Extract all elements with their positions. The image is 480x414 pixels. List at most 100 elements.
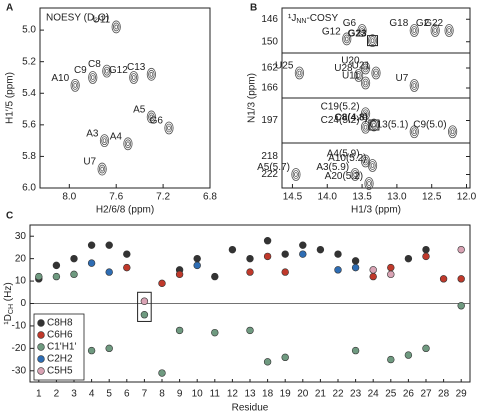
peak-contour [351, 170, 359, 179]
data-point [175, 326, 184, 335]
data-point [87, 346, 96, 355]
peak-contour [70, 78, 80, 92]
data-point [105, 268, 113, 276]
peak-contour [362, 122, 369, 132]
data-point [439, 275, 448, 283]
legend-marker [37, 355, 45, 363]
peak-contour [409, 79, 419, 92]
peak-contour [146, 67, 156, 81]
peak-contour [433, 28, 437, 33]
data-point [158, 279, 166, 288]
data-point [334, 250, 342, 258]
x-tick-label: 25 [385, 389, 397, 400]
data-point [140, 297, 149, 305]
peak-label: U11 [342, 71, 360, 82]
peak-contour [369, 161, 376, 170]
data-point [316, 245, 325, 254]
peak-label: U7 [83, 157, 96, 168]
peak-contour [362, 78, 369, 88]
x-tick-label: 23 [350, 389, 362, 400]
x-tick-label: 28 [438, 389, 450, 400]
peak-label: A5 [133, 105, 146, 116]
data-point [246, 254, 254, 263]
peak-contour [449, 127, 456, 137]
peak-contour [364, 177, 374, 190]
peak-contour [357, 24, 367, 37]
peak-contour [450, 129, 455, 135]
data-point [281, 353, 289, 362]
legend-marker [37, 343, 45, 351]
peak-label: G12 [109, 65, 128, 76]
peak-label: G23 [348, 28, 367, 39]
panel-title: NOESY (D₂O) [46, 13, 109, 24]
x-tick-label: 20 [297, 389, 309, 400]
x-tick-label: 7.6 [109, 192, 123, 203]
peak-label: C24(5.2) [321, 115, 360, 126]
peak-contour [296, 68, 303, 78]
data-point [457, 302, 465, 310]
peak-label: A10(5.2) [328, 153, 366, 164]
data-point [246, 326, 254, 335]
peak-contour [412, 129, 417, 135]
highlight-box [137, 291, 152, 322]
peak-label: A3(5.9) [316, 162, 349, 173]
y-tick-label: 150 [261, 36, 278, 47]
peak-label: C19(5.2) [321, 101, 360, 112]
x-tick-label: 12.5 [422, 192, 442, 203]
data-point [351, 257, 360, 265]
data-point [404, 351, 413, 359]
y-axis-label: N1/3 (ppm) [247, 73, 258, 123]
legend-label: C8H8 [47, 318, 73, 329]
peak-contour [297, 70, 302, 76]
data-point [193, 261, 201, 270]
peak-label: A4(5.9) [327, 149, 360, 160]
data-point [87, 259, 96, 267]
peak-contour [447, 28, 451, 33]
y-tick-label: 10 [15, 276, 27, 287]
peak-contour [369, 118, 379, 132]
y-axis-label: H1′/5 (ppm) [5, 72, 16, 124]
peak-contour [430, 24, 440, 37]
peak-contour [123, 137, 133, 151]
peak-contour [358, 26, 366, 35]
y-tick-label: 222 [261, 169, 278, 180]
x-tick-label: 24 [368, 389, 380, 400]
data-point [281, 268, 289, 276]
peak-contour [370, 163, 375, 168]
label-rest: (Hz) [3, 282, 14, 304]
legend-label: C6H6 [47, 330, 73, 341]
data-point [52, 272, 61, 281]
data-point [457, 275, 465, 283]
y-tick-label: -20 [12, 343, 27, 354]
label-main: ¹J [288, 13, 296, 24]
peak-contour [363, 158, 368, 164]
y-tick-label: 5.4 [22, 88, 36, 99]
data-point [123, 263, 131, 272]
x-tick-label: 13 [244, 389, 256, 400]
y-tick-label: 5.2 [22, 56, 36, 67]
data-point [457, 245, 465, 254]
y-tick-label: 6.0 [22, 183, 36, 194]
peak-label: C13(5.1) [369, 119, 408, 130]
x-tick-label: 18 [262, 389, 274, 400]
x-tick-label: 6.8 [203, 192, 217, 203]
data-point [299, 250, 307, 258]
x-tick-label: 12 [227, 389, 239, 400]
peak-contour [409, 24, 419, 37]
x-tick-label: 19 [280, 389, 292, 400]
peak-contour [146, 110, 156, 124]
peak-label: U7 [395, 73, 408, 84]
x-tick-label: 3 [71, 389, 77, 400]
data-point [211, 272, 219, 281]
legend-marker [37, 367, 45, 375]
peak-contour [126, 141, 130, 147]
peak-contour [102, 138, 107, 144]
peak-contour [431, 26, 439, 35]
peak-label: U21 [352, 61, 371, 72]
peak-contour [362, 63, 369, 73]
peak-label: C8 [88, 59, 101, 70]
peak-contour [89, 73, 96, 82]
x-axis-label: Residue [232, 403, 269, 414]
peak-contour [362, 156, 369, 166]
